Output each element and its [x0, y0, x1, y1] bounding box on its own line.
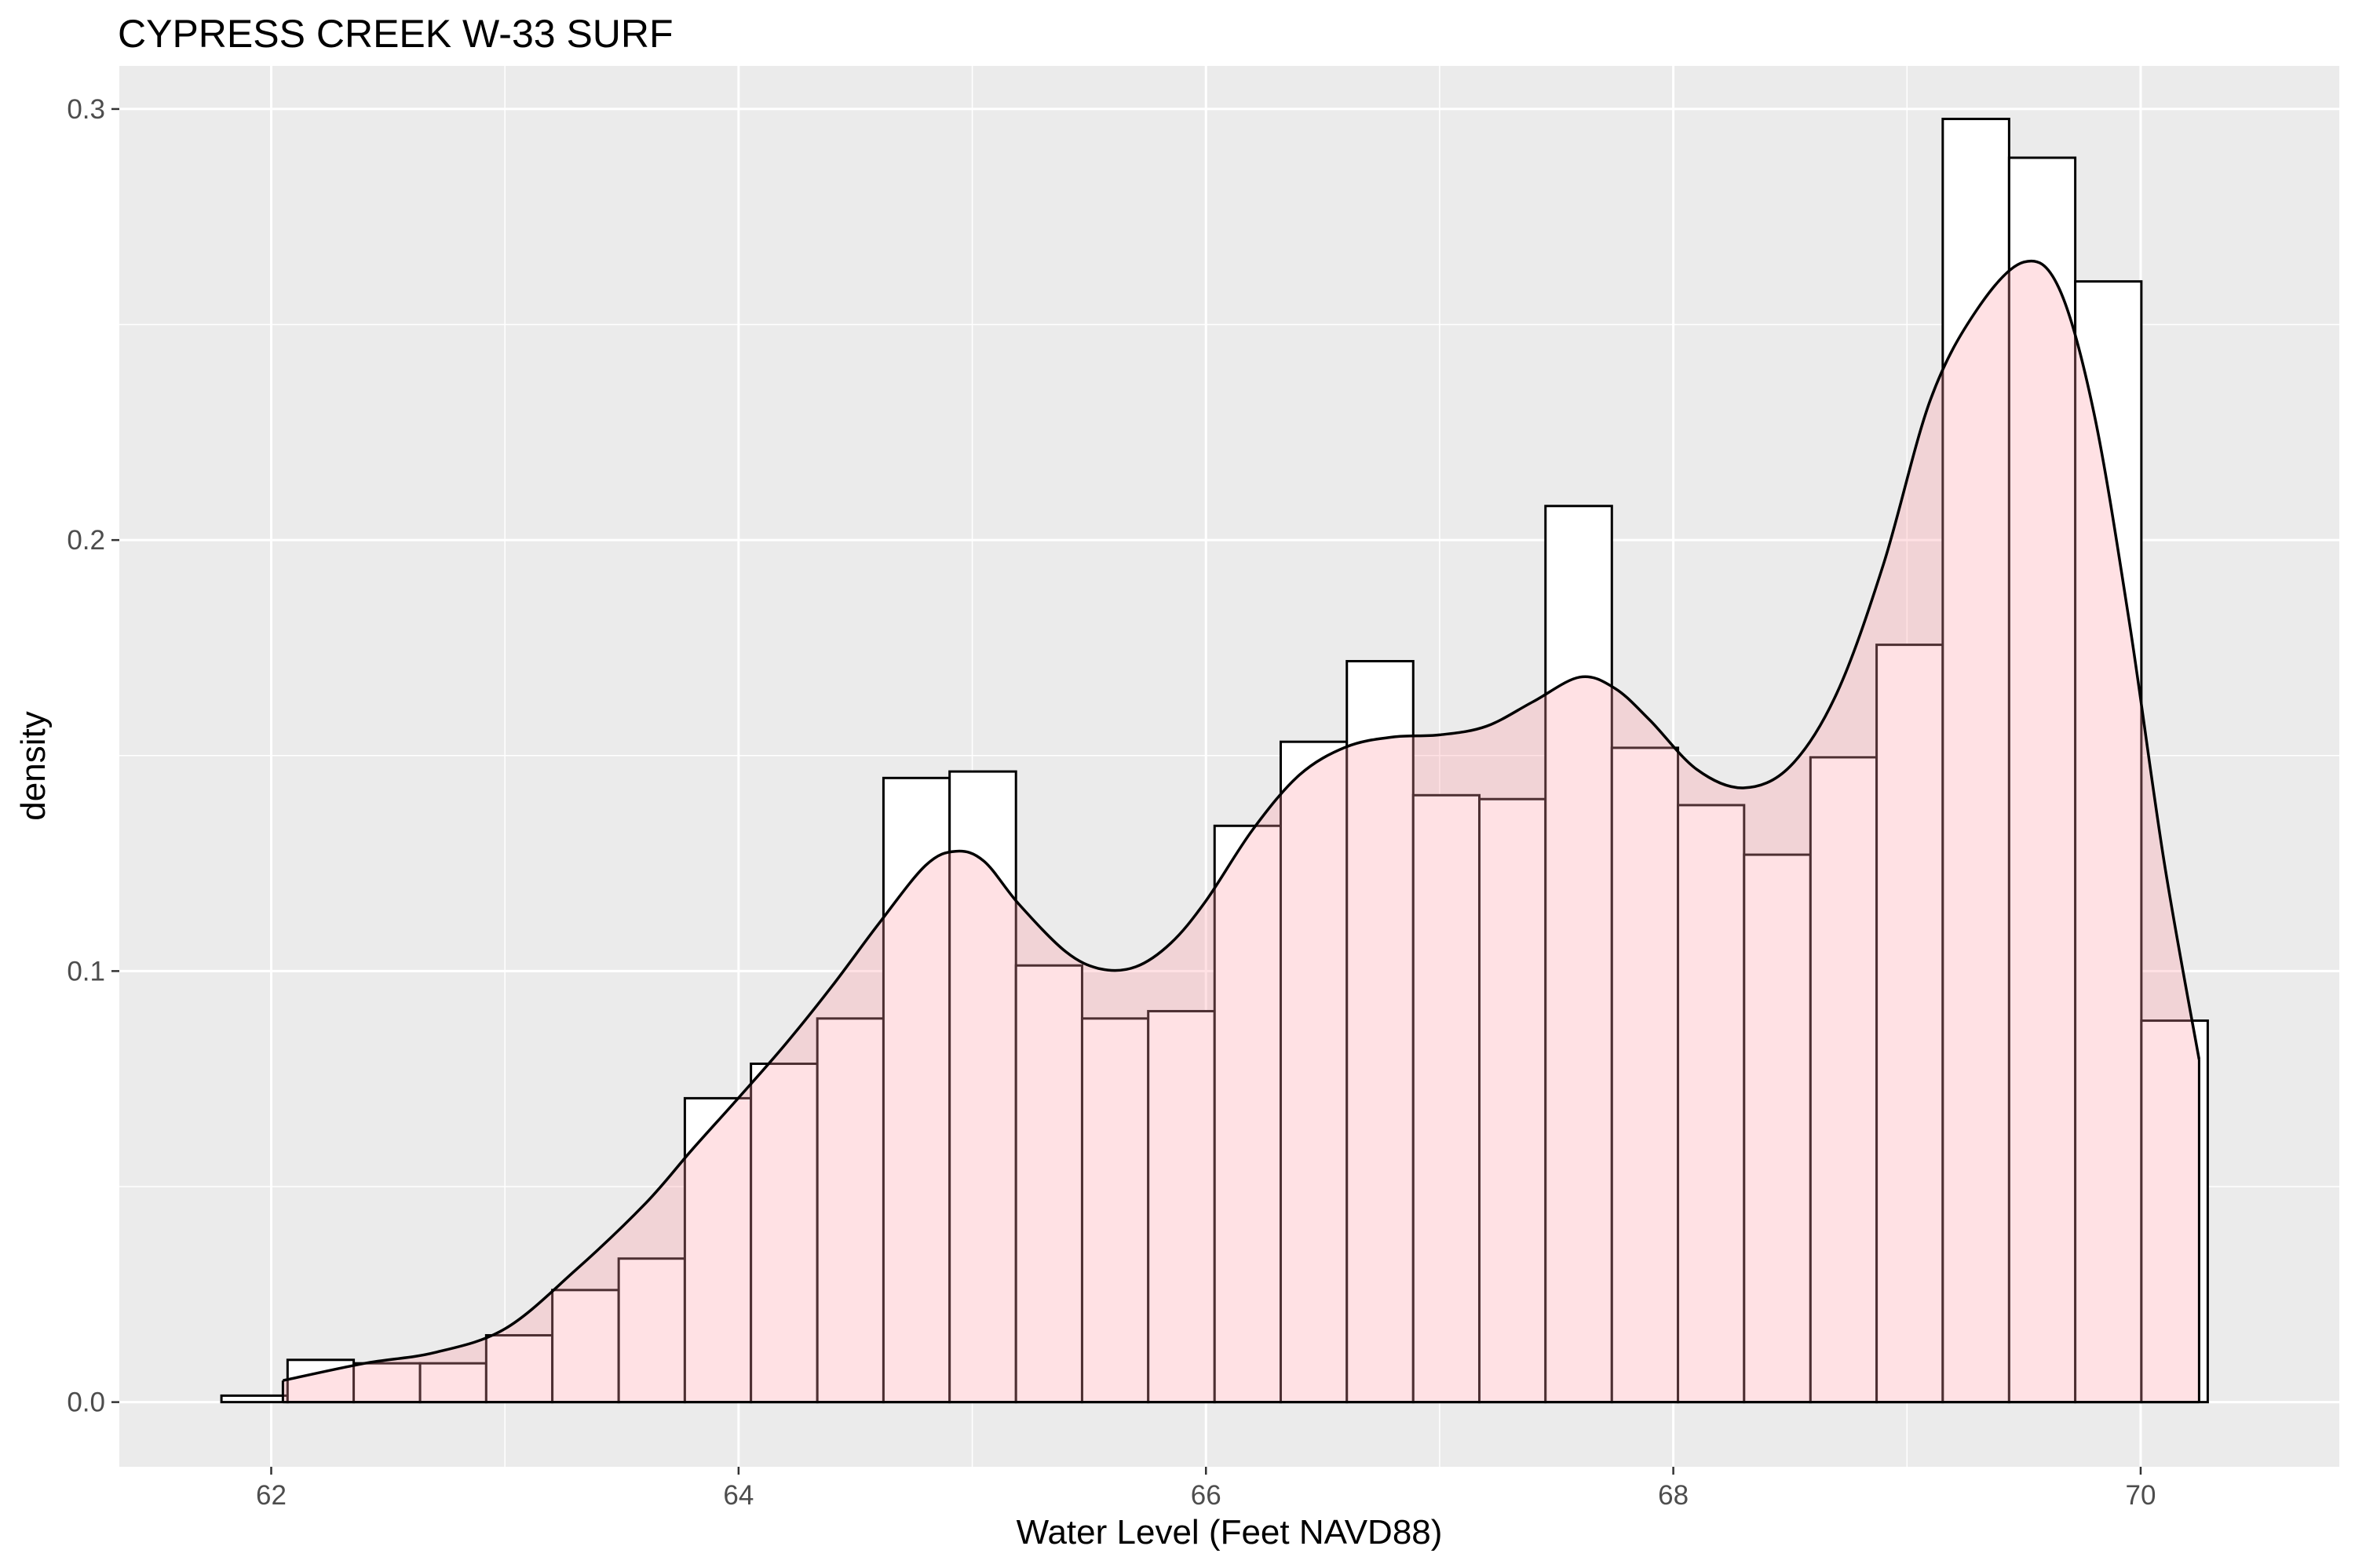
histogram-bar: [816, 1017, 885, 1404]
density-curve: [283, 259, 2201, 1382]
histogram-bar: [220, 1394, 289, 1404]
x-tick-label: 70: [2125, 1480, 2156, 1511]
histogram-bar: [683, 1096, 753, 1404]
histogram-bar: [1941, 118, 2010, 1404]
histogram-bar: [948, 770, 1017, 1404]
histogram-bar: [1080, 1017, 1150, 1404]
x-tick-label: 64: [723, 1480, 754, 1511]
density-curve-layer: [281, 259, 2201, 1404]
x-tick-label: 66: [1191, 1480, 1221, 1511]
y-tick-label: 0.3: [67, 94, 105, 125]
histogram-bar: [352, 1362, 422, 1404]
histogram-bar: [2140, 1019, 2209, 1404]
histogram-bar: [1875, 644, 1944, 1404]
x-axis-label: Water Level (Feet NAVD88): [1017, 1513, 1443, 1552]
histogram-bar: [2074, 280, 2143, 1404]
histogram-bar: [1411, 793, 1481, 1404]
y-tick-label: 0.2: [67, 525, 105, 556]
density-area: [283, 261, 2200, 1402]
y-axis-label: density: [14, 711, 53, 820]
histogram-bar: [1478, 797, 1547, 1404]
y-tick-label: 0.0: [67, 1387, 105, 1418]
x-tick-label: 68: [1658, 1480, 1689, 1511]
y-axis: 0.0 0.1 0.2 0.3: [67, 94, 119, 1418]
chart-title: CYPRESS CREEK W-33 SURF: [118, 12, 674, 56]
histogram-bar: [1677, 804, 1746, 1404]
histogram-bar: [1213, 824, 1282, 1404]
histogram-bar: [1610, 746, 1680, 1404]
histogram-bar: [1345, 659, 1415, 1404]
histogram-bar: [1014, 964, 1083, 1404]
y-tick-label: 0.1: [67, 956, 105, 986]
x-tick-label: 62: [256, 1480, 287, 1511]
histogram-bar: [617, 1257, 686, 1404]
histogram-bar: [1279, 740, 1349, 1404]
histogram-bar: [882, 776, 951, 1404]
histogram-bars: [220, 118, 2209, 1404]
x-axis: 62 64 66 68 70: [256, 1467, 2156, 1511]
